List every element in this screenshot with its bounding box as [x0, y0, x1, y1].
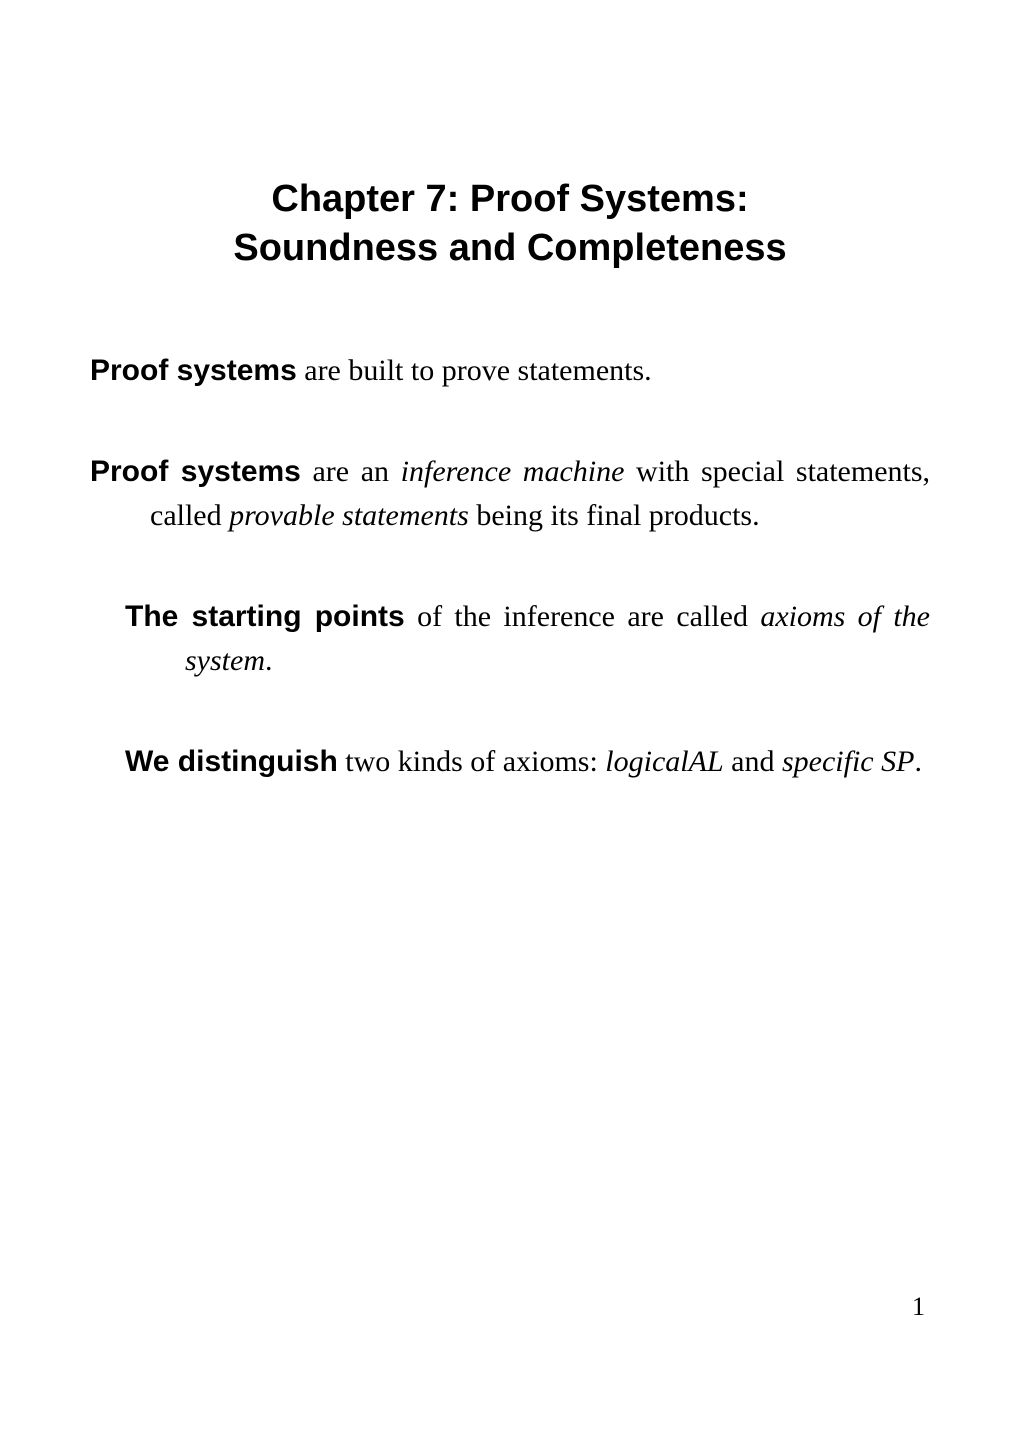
- p3-t1: of the inference are called: [405, 600, 761, 633]
- p4-bold: We distinguish: [125, 745, 338, 778]
- title-line-1: Chapter 7: Proof Systems:: [271, 178, 748, 220]
- p2-it2: provable statements: [229, 499, 469, 532]
- p2-t1: are an: [301, 455, 401, 488]
- p2-it1: inference machine: [401, 455, 625, 488]
- paragraph-4: We distinguish two kinds of axioms: logi…: [90, 740, 930, 784]
- p4-t1: two kinds of axioms:: [338, 745, 606, 778]
- title-line-2: Soundness and Completeness: [233, 227, 786, 269]
- p4-t2: and: [724, 745, 782, 778]
- paragraph-2: Proof systems are an inference machine w…: [90, 450, 930, 537]
- p4-it1: logical: [605, 745, 688, 778]
- p4-math2: SP: [881, 745, 914, 778]
- p4-space: [874, 745, 882, 778]
- p2-bold: Proof systems: [90, 455, 301, 488]
- page-number: 1: [912, 1292, 925, 1322]
- p4-it2: specific: [782, 745, 874, 778]
- chapter-title: Chapter 7: Proof Systems: Soundness and …: [90, 175, 930, 274]
- p2-t3: being its final products.: [469, 499, 760, 532]
- paragraph-3: The starting points of the inference are…: [90, 595, 930, 682]
- paragraph-1: Proof systems are built to prove stateme…: [90, 349, 930, 393]
- p4-math1: AL: [689, 745, 724, 778]
- p1-bold: Proof systems: [90, 354, 297, 387]
- p1-rest: are built to prove statements.: [297, 354, 652, 387]
- p3-bold: The starting points: [125, 600, 405, 633]
- p4-t3: .: [914, 745, 922, 778]
- document-page: Chapter 7: Proof Systems: Soundness and …: [0, 0, 1020, 1442]
- p3-t2: .: [265, 644, 273, 677]
